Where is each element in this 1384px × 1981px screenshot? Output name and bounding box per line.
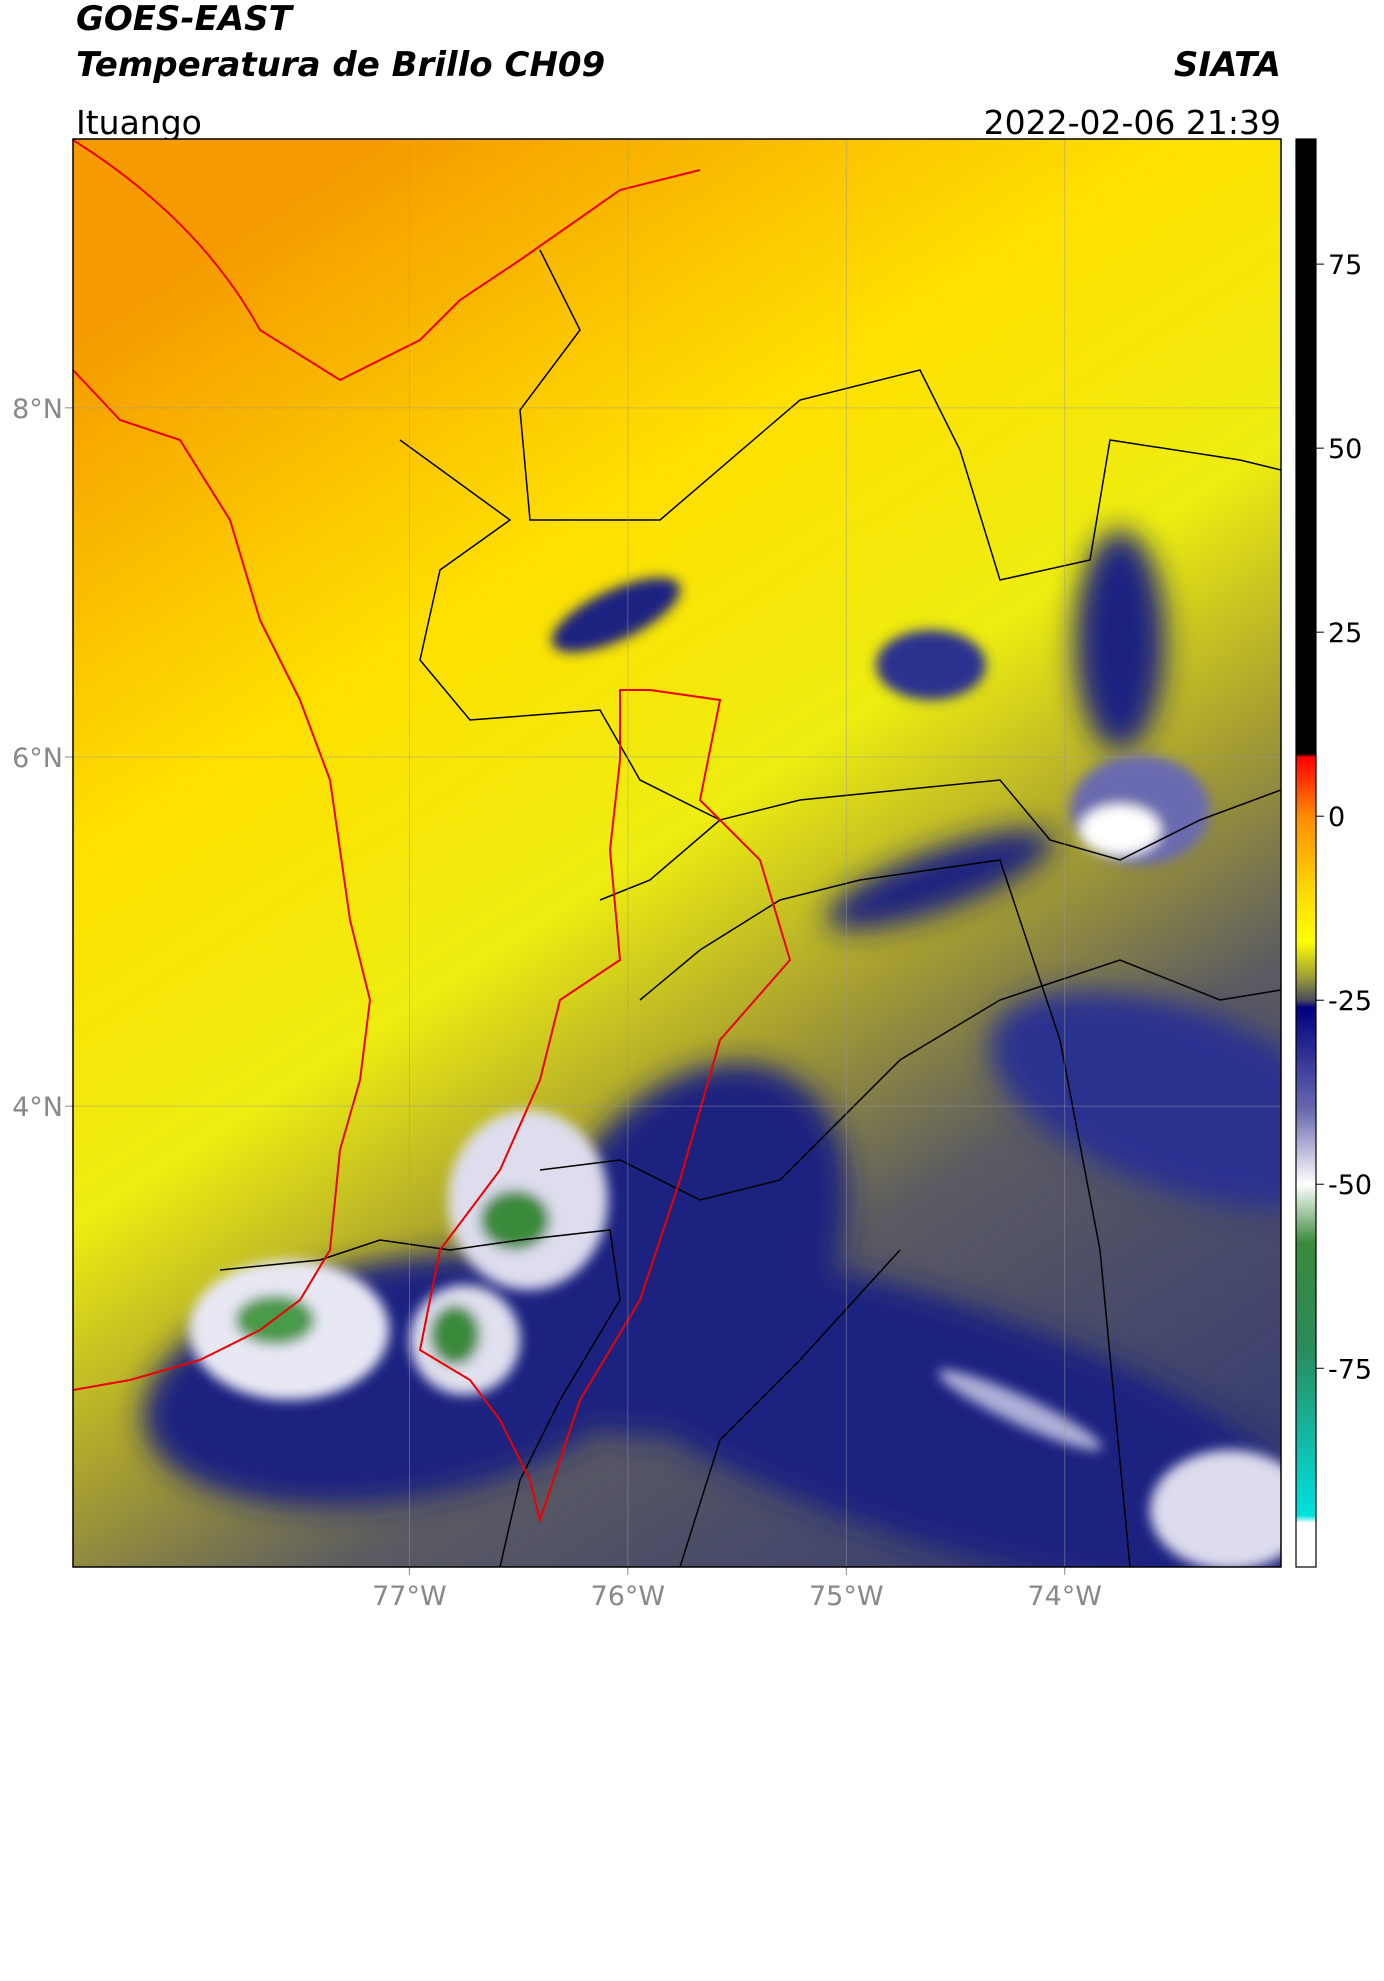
colorbar xyxy=(1295,138,1317,1568)
colorbar-tick-label: -75 xyxy=(1328,1354,1372,1385)
lat-tick-label: 8°N xyxy=(12,394,63,425)
map-frame xyxy=(72,138,1282,1568)
lon-tick-label: 76°W xyxy=(591,1581,666,1612)
colorbar-tick-label: -50 xyxy=(1328,1170,1372,1201)
graticule: 77°W 76°W 75°W 74°W 8°N 6°N 4°N xyxy=(12,139,1281,1612)
colorbar-tick-label: -25 xyxy=(1328,986,1372,1017)
title: GOES-EAST xyxy=(76,0,295,39)
lon-tick-label: 75°W xyxy=(809,1581,884,1612)
lon-tick-label: 77°W xyxy=(372,1581,447,1612)
coastline xyxy=(73,139,792,1524)
colorbar-tick-label: 75 xyxy=(1328,250,1362,281)
satellite-image xyxy=(73,139,1281,1567)
lat-tick-label: 4°N xyxy=(12,1092,63,1123)
colorbar-tick-label: 50 xyxy=(1328,434,1362,465)
datetime: 2022-02-06 21:39 xyxy=(984,103,1281,142)
lon-tick-label: 74°W xyxy=(1027,1581,1102,1612)
region: Ituango xyxy=(76,103,202,142)
colorbar-tick-label: 25 xyxy=(1328,618,1362,649)
lat-tick-label: 6°N xyxy=(12,743,63,774)
source: SIATA xyxy=(1174,45,1281,85)
colorbar-tick-label: 0 xyxy=(1328,802,1345,833)
subtitle: Temperatura de Brillo CH09 xyxy=(76,45,605,85)
